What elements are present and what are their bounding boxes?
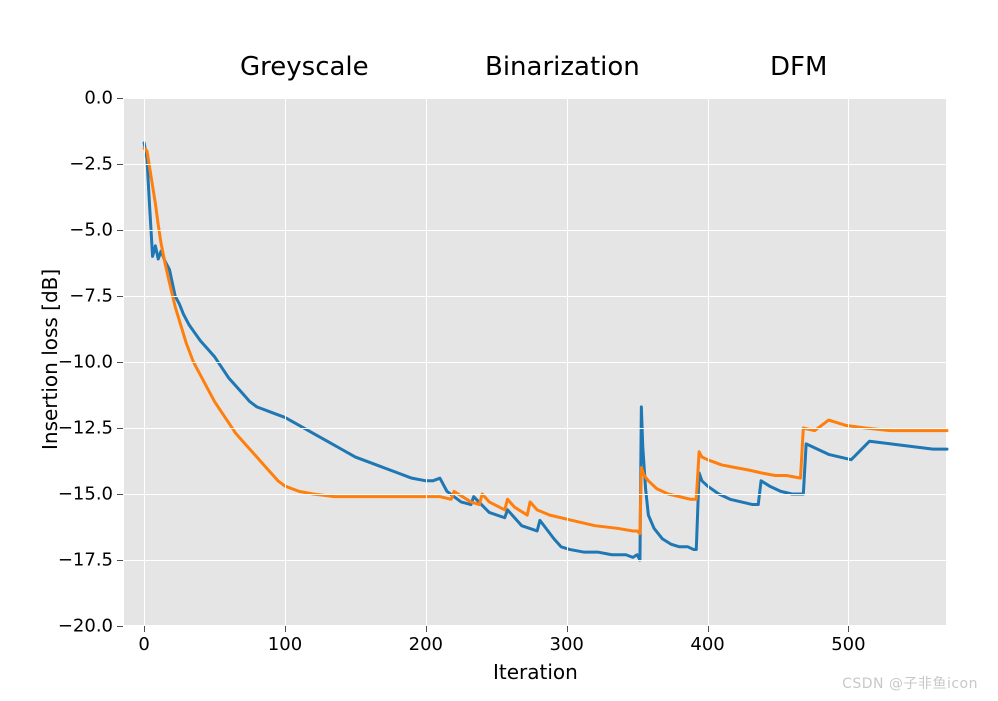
y-tick-mark [117, 164, 123, 165]
y-tick-mark [117, 296, 123, 297]
x-axis-label: Iteration [493, 660, 578, 684]
x-tick-mark [848, 626, 849, 632]
x-tick-label: 500 [831, 634, 865, 655]
y-tick-mark [117, 230, 123, 231]
y-tick-mark [117, 428, 123, 429]
figure: Greyscale Binarization DFM Insertion los… [0, 0, 998, 701]
y-tick-mark [117, 494, 123, 495]
x-tick-label: 0 [138, 634, 149, 655]
y-tick-label: −10.0 [58, 352, 113, 373]
y-tick-label: −20.0 [58, 616, 113, 637]
y-tick-label: −2.5 [69, 154, 113, 175]
x-tick-mark [708, 626, 709, 632]
x-tick-label: 300 [550, 634, 584, 655]
y-gridline [123, 560, 947, 561]
x-tick-label: 400 [690, 634, 724, 655]
x-tick-mark [567, 626, 568, 632]
y-tick-label: −17.5 [58, 550, 113, 571]
y-gridline [123, 494, 947, 495]
y-tick-label: −15.0 [58, 484, 113, 505]
x-tick-label: 200 [409, 634, 443, 655]
title-binarization: Binarization [485, 52, 640, 82]
series-orange [144, 148, 947, 533]
series-blue [144, 143, 947, 560]
y-tick-label: −12.5 [58, 418, 113, 439]
x-tick-mark [144, 626, 145, 632]
watermark: CSDN @子非鱼icon [842, 673, 978, 693]
y-tick-mark [117, 626, 123, 627]
y-tick-mark [117, 98, 123, 99]
y-gridline [123, 98, 947, 99]
y-gridline [123, 296, 947, 297]
y-tick-label: −5.0 [69, 220, 113, 241]
y-gridline [123, 164, 947, 165]
y-tick-mark [117, 362, 123, 363]
y-gridline [123, 362, 947, 363]
y-tick-label: −7.5 [69, 286, 113, 307]
x-tick-mark [426, 626, 427, 632]
y-gridline [123, 230, 947, 231]
y-gridline [123, 428, 947, 429]
x-tick-mark [285, 626, 286, 632]
title-dfm: DFM [770, 52, 827, 82]
y-tick-mark [117, 560, 123, 561]
y-gridline [123, 626, 947, 627]
x-tick-label: 100 [268, 634, 302, 655]
title-greyscale: Greyscale [240, 52, 369, 82]
y-tick-label: 0.0 [84, 88, 113, 109]
plot-area [123, 98, 947, 626]
